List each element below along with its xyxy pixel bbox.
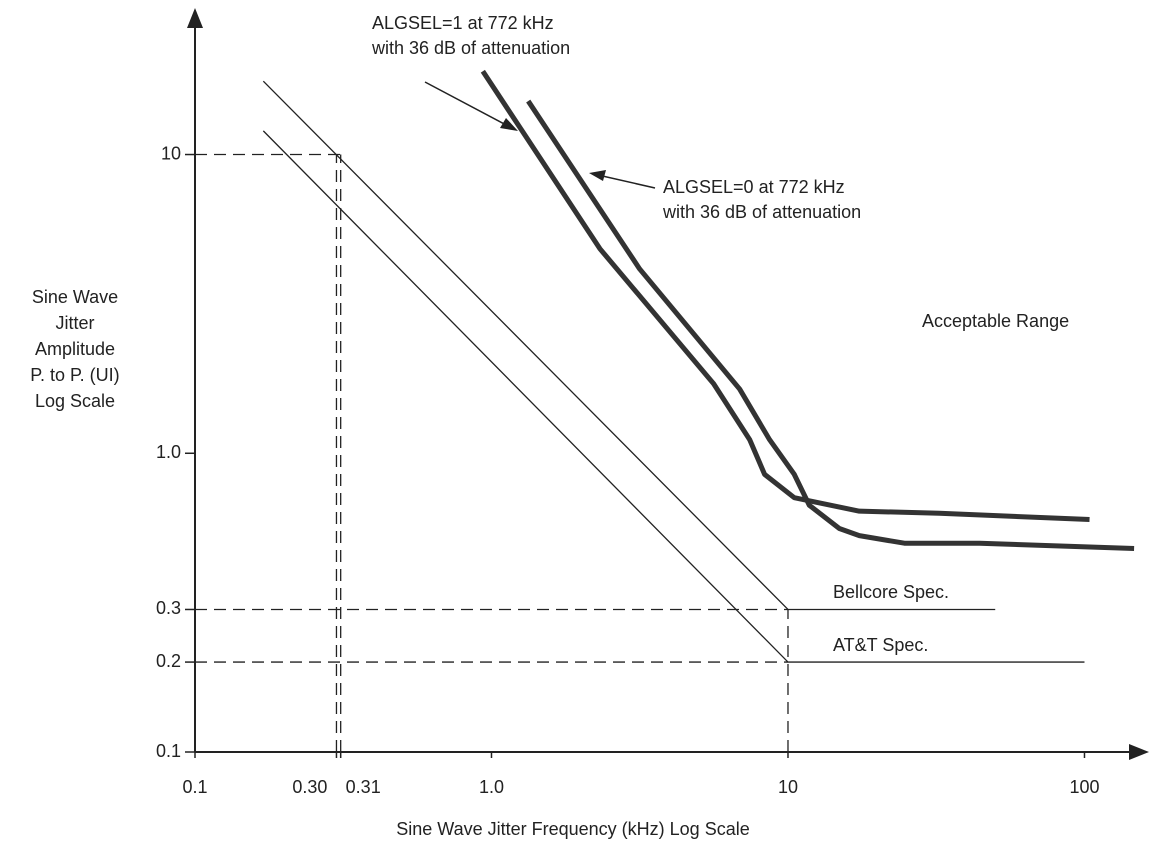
x-tick-label: 100 — [1069, 777, 1099, 797]
annotation-arrow — [424, 81, 511, 128]
y-label-line: Sine Wave — [32, 287, 118, 307]
series-line — [262, 80, 996, 611]
annotation: Acceptable Range — [922, 311, 1069, 331]
series-line — [480, 69, 1090, 523]
annotation: ALGSEL=0 at 772 kHz with 36 dB of attenu… — [589, 170, 861, 222]
y-label-line: P. to P. (UI) — [30, 365, 119, 385]
y-tick-label: 10 — [161, 143, 181, 163]
y-axis-label: Sine Wave Jitter Amplitude P. to P. (UI)… — [30, 287, 119, 411]
series-line — [526, 99, 1135, 551]
y-axis-arrow — [187, 8, 203, 28]
series-line — [262, 130, 1085, 663]
x-axis-label: Sine Wave Jitter Frequency (kHz) Log Sca… — [396, 819, 749, 839]
y-tick-label: 0.2 — [156, 651, 181, 671]
annotation-arrow — [597, 174, 656, 189]
y-tick-label: 1.0 — [156, 442, 181, 462]
x-axis-arrow — [1129, 744, 1149, 760]
annotation-arrowhead — [500, 118, 518, 131]
annotation-line: with 36 dB of attenuation — [662, 202, 861, 222]
y-label-line: Log Scale — [35, 391, 115, 411]
y-tick-label: 0.1 — [156, 741, 181, 761]
annotation-line: ALGSEL=0 at 772 kHz — [663, 177, 845, 197]
annotation-arrowhead — [589, 170, 606, 181]
series-label: AT&T Spec. — [833, 635, 928, 655]
annotation: ALGSEL=1 at 772 kHz with 36 dB of attenu… — [371, 13, 570, 131]
x-tick-label: 0.1 — [182, 777, 207, 797]
axes — [194, 22, 1135, 753]
series-label: Bellcore Spec. — [833, 582, 949, 602]
annotation-line: ALGSEL=1 at 772 kHz — [372, 13, 554, 33]
y-label-line: Amplitude — [35, 339, 115, 359]
x-tick-label: 0.31 — [346, 777, 381, 797]
annotation-line: with 36 dB of attenuation — [371, 38, 570, 58]
x-tick-label: 10 — [778, 777, 798, 797]
x-tick-label: 0.30 — [292, 777, 327, 797]
y-tick-label: 0.3 — [156, 598, 181, 618]
x-tick-label: 1.0 — [479, 777, 504, 797]
y-label-line: Jitter — [55, 313, 94, 333]
